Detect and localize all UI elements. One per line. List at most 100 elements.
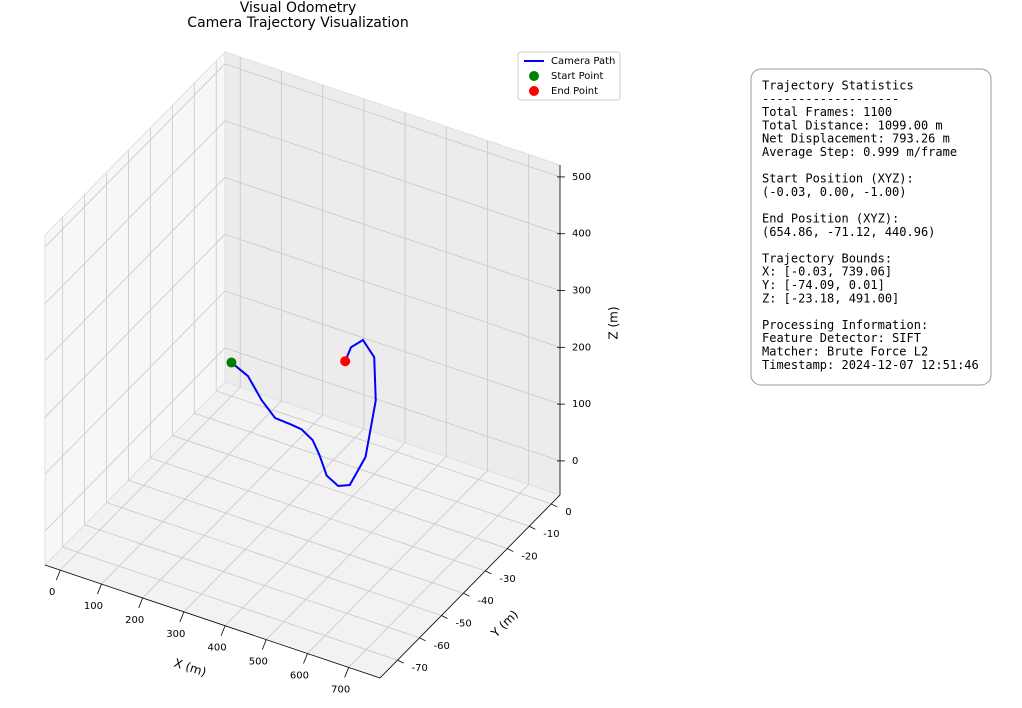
y-tick-label: -40 xyxy=(477,596,493,607)
legend-swatch xyxy=(529,86,539,96)
chart-subtitle: Camera Trajectory Visualization xyxy=(187,15,408,31)
z-tick-label: 200 xyxy=(572,342,591,353)
x-axis-label: X (m) xyxy=(172,656,208,680)
grid-line xyxy=(62,546,398,661)
grid-line xyxy=(44,63,226,248)
stats-line: Start Position (XYZ): xyxy=(762,172,914,186)
x-tick-label: 400 xyxy=(208,643,227,654)
x-axis xyxy=(44,564,381,679)
grid-line xyxy=(128,479,464,594)
camera-path xyxy=(230,338,377,488)
y-tick-label: -30 xyxy=(499,574,515,585)
x-tick-label: 200 xyxy=(125,615,144,626)
z-tick-label: 100 xyxy=(572,399,591,410)
y-tick-label: -20 xyxy=(521,552,537,563)
x-tick-label: 0 xyxy=(49,587,55,598)
x-tick xyxy=(220,625,226,636)
point xyxy=(340,356,351,367)
y-tick xyxy=(419,637,426,642)
y-tick-label: 0 xyxy=(565,507,571,518)
grid-line xyxy=(44,177,226,361)
grid-line xyxy=(224,120,561,235)
point xyxy=(226,357,237,368)
grid-line xyxy=(224,177,561,291)
y-tick xyxy=(551,503,558,508)
x-tick-label: 700 xyxy=(331,684,350,695)
z-tick-label: 0 xyxy=(572,456,578,467)
z-tick-label: 300 xyxy=(572,286,591,297)
legend-label: Start Point xyxy=(551,71,604,82)
y-tick xyxy=(397,659,404,664)
y-tick xyxy=(463,592,470,597)
chart-title: Visual Odometry xyxy=(240,0,357,16)
y-tick-label: -70 xyxy=(412,663,428,674)
grid-line xyxy=(59,386,241,571)
y-tick-label: -10 xyxy=(543,529,559,540)
stats-line: Processing Information: xyxy=(762,318,928,332)
legend-label: End Point xyxy=(551,86,598,97)
z-tick-label: 500 xyxy=(572,172,591,183)
stats-line: Total Frames: 1100 xyxy=(762,105,892,119)
x-tick-label: 500 xyxy=(249,657,268,668)
x-tick-label: 100 xyxy=(84,601,103,612)
stats-line: Trajectory Bounds: xyxy=(762,251,892,265)
y-tick xyxy=(441,615,448,619)
stats-line: Matcher: Brute Force L2 xyxy=(762,345,928,359)
stats-line: Y: [-74.09, 0.01] xyxy=(762,278,885,292)
stats-line: Net Displacement: 793.26 m xyxy=(762,132,950,146)
grid-line xyxy=(101,400,282,585)
x-tick xyxy=(344,667,350,678)
grid-line xyxy=(224,233,561,348)
stats-box xyxy=(750,68,992,386)
stats-line: Z: [-23.18, 491.00] xyxy=(762,291,899,305)
stats-line: Trajectory Statistics xyxy=(762,79,914,93)
grid-line xyxy=(265,456,447,640)
y-tick-label: -50 xyxy=(455,619,471,630)
legend-box xyxy=(517,51,621,101)
grid-line xyxy=(172,435,508,549)
grid-line xyxy=(44,347,226,532)
grid-line xyxy=(183,428,365,613)
z-axis-label: Z (m) xyxy=(607,306,621,339)
stats-line: Average Step: 0.999 m/frame xyxy=(762,145,957,159)
grid-line xyxy=(150,457,486,572)
grid-line xyxy=(224,290,561,405)
grid-line xyxy=(44,290,226,475)
z-tick-label: 400 xyxy=(572,229,591,240)
y-tick xyxy=(507,548,514,552)
x-tick xyxy=(97,583,102,595)
y-tick-label: -60 xyxy=(434,641,450,652)
stats-line: (-0.03, 0.00, -1.00) xyxy=(762,185,907,199)
stats-line: ------------------- xyxy=(762,92,899,106)
stats-line: Total Distance: 1099.00 m xyxy=(762,118,943,132)
grid-line xyxy=(84,524,420,639)
stats-line: (654.86, -71.12, 440.96) xyxy=(762,225,935,239)
grid-line xyxy=(142,414,323,599)
grid-line xyxy=(106,502,442,616)
grid-line xyxy=(194,412,530,527)
grid-line xyxy=(224,63,561,178)
stats-line: End Position (XYZ): xyxy=(762,212,899,226)
y-axis-label: Y (m) xyxy=(488,607,521,640)
x-tick xyxy=(179,611,185,622)
x-tick-label: 300 xyxy=(166,629,185,640)
x-tick xyxy=(138,597,144,609)
legend-swatch xyxy=(529,71,539,81)
stats-line: Timestamp: 2024-12-07 12:51:46 xyxy=(762,358,979,372)
grid-line xyxy=(216,390,552,505)
y-axis xyxy=(379,494,561,679)
grid-line xyxy=(224,442,406,627)
grid-line xyxy=(44,120,226,305)
stats-line: X: [-0.03, 739.06] xyxy=(762,265,892,279)
stats-line: Feature Detector: SIFT xyxy=(762,331,921,345)
x-tick xyxy=(303,653,308,664)
grid-line xyxy=(307,470,488,654)
x-tick xyxy=(55,569,61,581)
y-tick xyxy=(485,570,492,575)
x-tick-label: 600 xyxy=(290,671,309,682)
grid-line xyxy=(348,484,529,668)
x-tick xyxy=(261,639,267,650)
grid-line xyxy=(224,347,561,462)
